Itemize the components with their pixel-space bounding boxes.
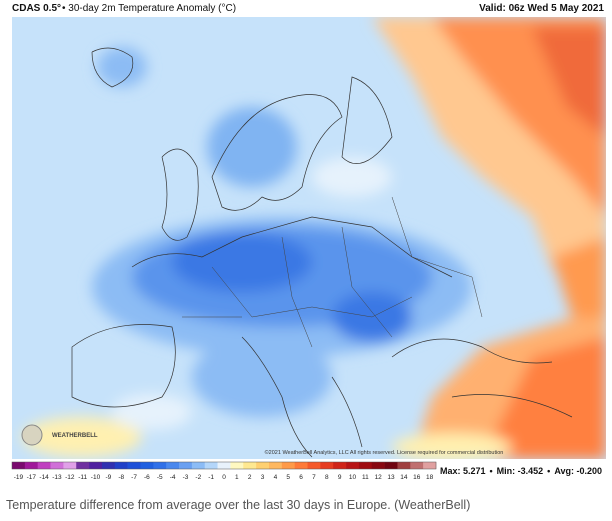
legend-swatch <box>24 462 38 469</box>
legend-swatch <box>243 462 257 469</box>
legend-label: 1 <box>235 474 239 481</box>
legend-swatch <box>346 462 360 469</box>
legend-swatch <box>204 462 218 469</box>
legend-label: 4 <box>274 474 278 481</box>
legend-label: 11 <box>362 474 369 481</box>
legend-label: -4 <box>170 474 176 481</box>
legend-label: 18 <box>426 474 434 481</box>
legend-swatch <box>256 462 270 469</box>
legend-swatch <box>179 462 193 469</box>
legend-swatch <box>307 462 321 469</box>
legend-label: -13 <box>52 474 62 481</box>
caption: Temperature difference from average over… <box>6 498 471 512</box>
valid-time: Valid: 06z Wed 5 May 2021 <box>479 3 604 14</box>
legend-label: -6 <box>144 474 150 481</box>
stat: Avg: -0.200 <box>554 466 602 476</box>
legend-swatch <box>37 462 51 469</box>
stats-separator: • <box>547 466 551 476</box>
legend-swatch <box>358 462 373 469</box>
legend-swatch <box>127 462 141 469</box>
legend-swatch <box>397 462 411 469</box>
legend-label: 2 <box>248 474 252 481</box>
legend-swatch <box>50 462 64 469</box>
legend-label: 12 <box>375 474 383 481</box>
legend-label: -10 <box>91 474 101 481</box>
legend-swatch <box>320 462 334 469</box>
legend-swatch <box>230 462 244 469</box>
legend-swatch <box>101 462 116 469</box>
legend-frame <box>11 461 437 470</box>
legend-label: -19 <box>14 474 24 481</box>
legend-swatch <box>423 462 437 469</box>
legend-swatch <box>410 462 424 469</box>
legend-label: -7 <box>131 474 137 481</box>
legend-label: 8 <box>325 474 329 481</box>
anomaly-map: ©2021 WeatherBell Analytics, LLC All rig… <box>12 17 606 459</box>
legend-swatch <box>371 462 385 469</box>
legend-label: -2 <box>195 474 201 481</box>
map-title: • 30-day 2m Temperature Anomaly (°C) <box>62 3 237 14</box>
legend-swatch <box>153 462 167 469</box>
model-name: CDAS 0.5° <box>12 3 62 14</box>
legend-label: 5 <box>286 474 290 481</box>
legend-label: 13 <box>387 474 395 481</box>
legend-swatch <box>12 462 26 469</box>
legend-label: -12 <box>65 474 75 481</box>
legend-label: 14 <box>400 474 408 481</box>
legend-label: -9 <box>105 474 111 481</box>
legend-swatch <box>281 462 295 469</box>
legend-label: -14 <box>39 474 49 481</box>
legend-swatch <box>140 462 154 469</box>
legend-label: 10 <box>349 474 357 481</box>
legend-swatch <box>217 462 231 469</box>
legend-swatch <box>294 462 308 469</box>
legend-label: -1 <box>208 474 214 481</box>
legend-label: 0 <box>222 474 226 481</box>
stat: Max: 5.271 <box>439 466 486 476</box>
color-legend: -19 -17 -14 -13 -12 -11 -10 -9 -8 -7 -6 -5 -4 -3 -2 -1 0… <box>11 461 437 481</box>
legend-swatch <box>166 462 180 469</box>
legend-swatch <box>268 462 283 469</box>
legend-label: 9 <box>338 474 342 481</box>
legend-label: 16 <box>413 474 421 481</box>
legend-swatch <box>191 462 206 469</box>
anomaly-field: ©2021 WeatherBell Analytics, LLC All rig… <box>12 17 606 459</box>
borders <box>182 196 483 348</box>
legend-label: 7 <box>312 474 316 481</box>
legend-label: -5 <box>157 474 163 481</box>
legend-swatch <box>89 462 103 469</box>
legend-label: 6 <box>299 474 303 481</box>
stats-separator: • <box>489 466 493 476</box>
legend-swatch <box>76 462 90 469</box>
legend-swatch <box>63 462 77 469</box>
stat: Min: -3.452 <box>496 466 544 476</box>
logo: WEATHERBELL <box>52 433 98 439</box>
copyright: ©2021 WeatherBell Analytics, LLC All rig… <box>265 449 504 456</box>
legend-label: -8 <box>118 474 124 481</box>
legend-label: -3 <box>183 474 189 481</box>
legend-swatch <box>114 462 128 469</box>
legend-swatch <box>333 462 347 469</box>
legend-label: 3 <box>261 474 265 481</box>
logo-icon <box>21 424 43 446</box>
legend-label: -17 <box>27 474 37 481</box>
legend-label: -11 <box>78 474 87 481</box>
stats: Max: 5.271 • Min: -3.452 • Avg: -0.200 <box>438 466 604 476</box>
coastlines <box>71 47 573 458</box>
legend-swatch <box>384 462 398 469</box>
